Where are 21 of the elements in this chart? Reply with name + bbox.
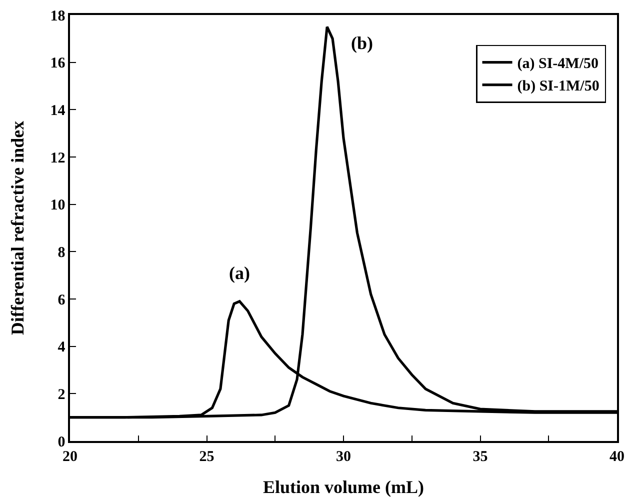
y-tick-label: 8 bbox=[58, 244, 66, 261]
y-tick-label: 12 bbox=[50, 150, 66, 166]
legend-label: (a) SI-4M/50 bbox=[517, 56, 599, 72]
y-tick-label: 6 bbox=[58, 292, 66, 308]
x-tick-label: 40 bbox=[610, 448, 624, 465]
y-axis-title: Differential refractive index bbox=[8, 120, 28, 336]
y-tick-label: 18 bbox=[50, 8, 66, 24]
annotation: (b) bbox=[351, 33, 374, 53]
y-tick-label: 14 bbox=[50, 102, 66, 119]
x-tick-label: 25 bbox=[199, 448, 214, 465]
legend-label: (b) SI-1M/50 bbox=[517, 78, 600, 95]
x-tick-label: 30 bbox=[336, 448, 351, 465]
y-tick-label: 2 bbox=[58, 386, 66, 403]
y-tick-label: 16 bbox=[50, 56, 66, 72]
annotation: (a) bbox=[229, 263, 250, 283]
x-tick-label: 35 bbox=[472, 448, 488, 465]
y-tick-label: 0 bbox=[58, 434, 66, 450]
x-axis-title: Elution volume (mL) bbox=[262, 477, 424, 497]
x-tick-label: 20 bbox=[62, 448, 78, 465]
y-tick-label: 10 bbox=[50, 198, 66, 214]
y-tick-label: 4 bbox=[58, 340, 66, 356]
